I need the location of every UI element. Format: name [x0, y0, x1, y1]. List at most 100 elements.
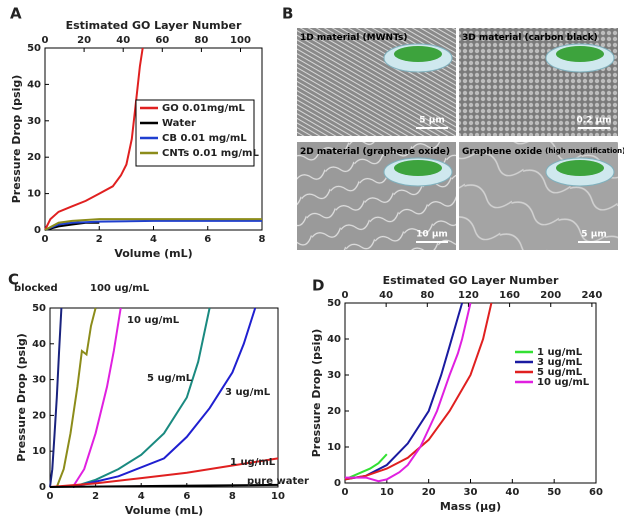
y-tick-label: 20 [327, 406, 341, 417]
data-line [55, 307, 97, 488]
x-tick-label: 10 [271, 491, 285, 502]
y-axis-title: Pressure Drop (psig) [310, 329, 323, 458]
data-line [49, 307, 63, 488]
image-title: 1D material (MWNTs) [300, 33, 407, 43]
data-line [44, 47, 144, 231]
x2-tick-label: 40 [379, 290, 393, 301]
legend-label: CNTs 0.01 mg/mL [162, 148, 259, 159]
x-tick-label: 6 [183, 491, 190, 502]
y-axis-title: Pressure Drop (psig) [15, 333, 28, 462]
x-tick-label: 4 [138, 491, 145, 502]
legend-label: GO 0.01mg/mL [162, 103, 246, 114]
data-line [71, 307, 122, 488]
x-axis-title: Volume (mL) [125, 504, 203, 517]
series-label: blocked [14, 283, 58, 294]
y-tick-label: 0 [39, 482, 46, 493]
data-line [44, 218, 262, 231]
y-tick-label: 20 [27, 152, 41, 163]
data-line [344, 302, 464, 481]
image-title: Graphene oxide (high magnification) [462, 147, 624, 157]
x-tick-label: 40 [505, 487, 519, 498]
series-label: 5 ug/mL [147, 373, 193, 384]
series-label: 10 ug/mL [127, 315, 180, 326]
y-tick-label: 0 [34, 225, 41, 236]
x-tick-label: 6 [204, 234, 211, 245]
y-tick-label: 10 [327, 442, 341, 453]
x2-tick-label: 200 [540, 290, 561, 301]
data-line [49, 483, 279, 488]
x-tick-label: 0 [47, 491, 54, 502]
legend-label: 3 ug/mL [537, 357, 583, 368]
x-tick-label: 30 [464, 487, 478, 498]
legend-label: 1 ug/mL [537, 347, 583, 358]
x2-axis-title: Estimated GO Layer Number [66, 19, 242, 32]
legend-label: 10 ug/mL [537, 377, 590, 388]
y-tick-label: 40 [27, 79, 41, 90]
data-line [344, 302, 493, 481]
plot-frame [49, 307, 279, 488]
x2-tick-label: 60 [155, 35, 169, 46]
image-title-text: 3D material (carbon black) [462, 33, 598, 43]
image-title-text: 1D material (MWNTs) [300, 33, 407, 43]
panel-label: B [282, 5, 293, 23]
x2-tick-label: 240 [581, 290, 602, 301]
x-tick-label: 20 [422, 487, 436, 498]
series-label: 3 ug/mL [225, 387, 271, 398]
x2-tick-label: 80 [420, 290, 434, 301]
legend-label: 5 ug/mL [537, 367, 583, 378]
x-axis-title: Volume (mL) [114, 247, 192, 260]
x2-tick-label: 40 [116, 35, 130, 46]
x-tick-label: 2 [92, 491, 99, 502]
y-axis-title: Pressure Drop (psig) [10, 75, 23, 204]
y-tick-label: 30 [32, 375, 46, 386]
scale-label: 0.2 μm [576, 116, 611, 126]
legend-box [135, 99, 255, 167]
data-line [345, 302, 472, 483]
x-tick-label: 10 [380, 487, 394, 498]
data-line [44, 219, 262, 231]
schematic-material [394, 160, 442, 176]
data-line [49, 457, 279, 488]
y-tick-label: 0 [334, 478, 341, 489]
chart: C 0 2 4 6 8 10 0 10 20 30 40 50 Volume (mL) Pressure D… [8, 271, 309, 518]
y-tick-label: 10 [32, 446, 46, 457]
image-note: (high magnification) [545, 147, 624, 155]
x-tick-label: 0 [42, 234, 49, 245]
y-tick-label: 40 [327, 334, 341, 345]
legend-label: CB 0.01 mg/mL [162, 133, 247, 144]
schematic-material [556, 46, 604, 62]
x-tick-label: 50 [547, 487, 561, 498]
panel-label: A [10, 5, 22, 23]
series-label: pure water [247, 476, 309, 487]
y-tick-label: 30 [327, 370, 341, 381]
series-label: 1 ug/mL [230, 457, 276, 468]
scale-label: 5 μm [581, 230, 606, 240]
panel-label: D [312, 277, 324, 295]
x-tick-label: 8 [259, 234, 266, 245]
x-tick-label: 4 [150, 234, 157, 245]
data-line [72, 307, 257, 488]
y-tick-label: 50 [327, 298, 341, 309]
x2-tick-label: 120 [458, 290, 479, 301]
y-tick-label: 10 [27, 189, 41, 200]
series-label: 100 ug/mL [90, 283, 150, 294]
x2-tick-label: 0 [42, 35, 49, 46]
y-tick-label: 30 [27, 116, 41, 127]
x-tick-label: 8 [229, 491, 236, 502]
legend-label: Water [162, 118, 196, 129]
x2-tick-label: 0 [342, 290, 349, 301]
x2-tick-label: 100 [230, 35, 251, 46]
x-tick-label: 2 [96, 234, 103, 245]
scale-label: 10 μm [416, 230, 448, 240]
x2-tick-label: 160 [499, 290, 520, 301]
x2-axis-title: Estimated GO Layer Number [383, 274, 559, 287]
scale-label: 5 μm [419, 116, 444, 126]
y-tick-label: 50 [27, 43, 41, 54]
x-tick-label: 60 [589, 487, 603, 498]
x2-tick-label: 80 [194, 35, 208, 46]
y-tick-label: 50 [32, 303, 46, 314]
image-title-text: 2D material (graphene oxide) [300, 147, 450, 157]
